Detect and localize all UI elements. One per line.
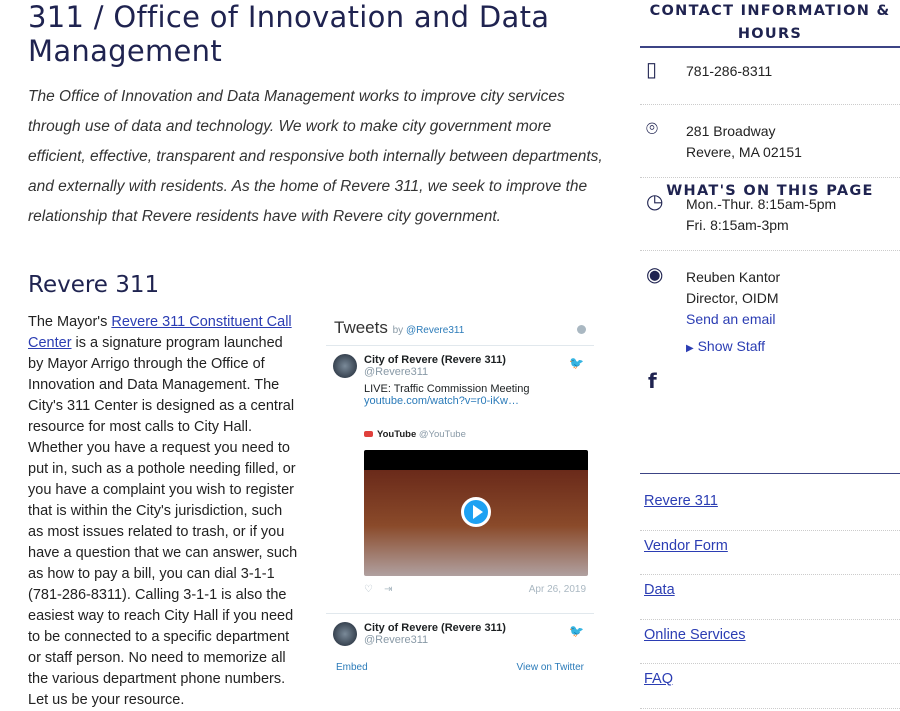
embed-link[interactable]: Embed	[336, 662, 368, 673]
address-line-2: Revere, MA 02151	[686, 144, 802, 160]
by-label: by	[392, 325, 404, 336]
play-icon[interactable]	[461, 497, 491, 527]
toc-item-data[interactable]: Data	[640, 575, 900, 620]
contact-heading: CONTACT INFORMATION & HOURS	[649, 3, 891, 42]
twitter-timeline: Tweets by @Revere311 🐦 City of Revere (R…	[326, 312, 594, 705]
tweet-handle[interactable]: @Revere311	[364, 366, 429, 378]
sidebar: CONTACT INFORMATION & HOURS ▯ 781-286-831…	[640, 0, 900, 709]
timeline-handle-link[interactable]: @Revere311	[405, 325, 465, 336]
info-icon[interactable]	[577, 325, 586, 334]
facebook-icon[interactable]: f	[648, 369, 657, 393]
tweet-author[interactable]: City of Revere (Revere 311)	[364, 622, 506, 634]
video-thumbnail[interactable]	[364, 450, 588, 576]
body-pre: The Mayor's	[28, 314, 112, 330]
person-name: Reuben Kantor	[686, 269, 781, 285]
youtube-icon	[364, 431, 373, 437]
toc-item-faq[interactable]: FAQ	[640, 664, 900, 709]
user-icon: ◉	[646, 264, 664, 286]
avatar[interactable]	[333, 622, 357, 646]
tweet: 🐦 City of Revere (Revere 311) @Revere311	[326, 614, 594, 654]
body-text: The Mayor's Revere 311 Constituent Call …	[28, 312, 300, 711]
call-center-link[interactable]: Revere 311 Constituent Call Center	[28, 314, 292, 351]
tweet-link[interactable]: youtube.com/watch?v=r0-iKw…	[364, 395, 519, 407]
hours-row: ◷ Mon.-Thur. 8:15am-5pm Fri. 8:15am-3pm	[640, 178, 900, 251]
view-on-twitter-link[interactable]: View on Twitter	[516, 662, 584, 673]
tweet: 🐦 City of Revere (Revere 311) @Revere311…	[326, 346, 594, 614]
tweet-date[interactable]: Apr 26, 2019	[528, 584, 586, 595]
tweet-text: LIVE: Traffic Commission Meeting	[364, 383, 530, 395]
body-post: is a signature program launched by Mayor…	[28, 335, 298, 708]
hours-line-2: Fri. 8:15am-3pm	[686, 217, 789, 233]
page-title: 311 / Office of Innovation and Data Mana…	[28, 0, 550, 68]
hours-line-1: Mon.-Thur. 8:15am-5pm	[686, 196, 837, 212]
youtube-source: YouTube @YouTube	[364, 429, 586, 440]
phone-number[interactable]: 781-286-8311	[686, 63, 773, 79]
phone-row: ▯ 781-286-8311	[640, 48, 900, 105]
send-email-link[interactable]: Send an email	[686, 311, 776, 327]
twitter-bird-icon[interactable]: 🐦	[569, 356, 584, 370]
address-line-1: 281 Broadway	[686, 123, 776, 139]
caret-right-icon: ▶	[686, 343, 694, 354]
toc-list: Revere 311 Vendor Form Data Online Servi…	[640, 486, 900, 709]
show-staff-toggle[interactable]: ▶ Show Staff	[686, 336, 900, 359]
toc-heading: WHAT'S ON THIS PAGE	[666, 183, 874, 199]
toc-item-revere-311[interactable]: Revere 311	[640, 486, 900, 531]
source-name: YouTube	[377, 429, 417, 440]
section-title: Revere 311	[28, 272, 160, 298]
timeline-header: Tweets by @Revere311	[326, 312, 594, 346]
twitter-bird-icon[interactable]: 🐦	[569, 624, 584, 638]
intro-text: The Office of Innovation and Data Manage…	[28, 88, 603, 225]
phone-icon: ▯	[646, 59, 658, 81]
person-role: Director, OIDM	[686, 290, 779, 306]
show-staff-label: Show Staff	[697, 338, 766, 354]
tweet-author[interactable]: City of Revere (Revere 311)	[364, 354, 506, 366]
contact-person: ◉ Reuben Kantor Director, OIDM Send an emai…	[640, 251, 900, 431]
toc-item-online-services[interactable]: Online Services	[640, 620, 900, 664]
address-row: ⌾ 281 Broadway Revere, MA 02151	[640, 105, 900, 178]
avatar[interactable]	[333, 354, 357, 378]
like-share-icons[interactable]: ♡ ⇥	[364, 584, 393, 595]
tweet-handle[interactable]: @Revere311	[364, 634, 429, 646]
map-pin-icon: ⌾	[646, 118, 658, 140]
toc-item-vendor-form[interactable]: Vendor Form	[640, 531, 900, 575]
timeline-title: Tweets	[334, 318, 388, 337]
clock-icon: ◷	[646, 191, 664, 213]
source-handle: @YouTube	[418, 429, 466, 440]
